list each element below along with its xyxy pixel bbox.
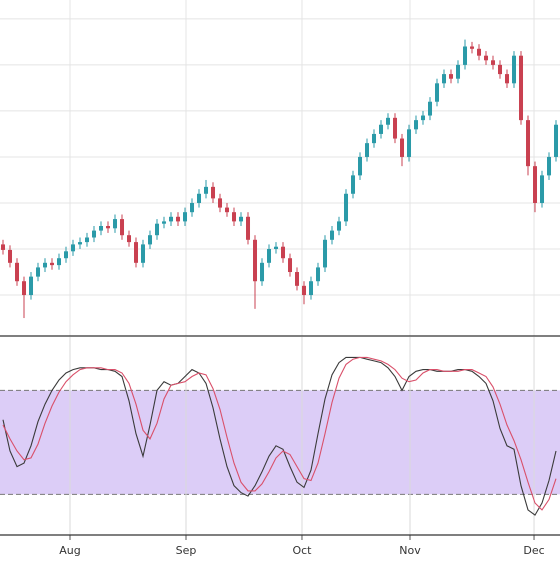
candle-body	[491, 60, 496, 65]
candle-body	[260, 262, 265, 282]
candle-body	[71, 244, 76, 252]
candle-body	[316, 267, 321, 282]
candle-body	[225, 207, 230, 213]
candle-body	[330, 230, 335, 240]
x-tick-label: Sep	[176, 544, 197, 557]
candle-body	[477, 48, 482, 56]
candle-body	[57, 258, 62, 266]
candle-body	[127, 235, 132, 243]
candle-body	[519, 55, 524, 121]
candle-body	[386, 117, 391, 125]
candle-body	[414, 120, 419, 130]
candle-body	[540, 175, 545, 203]
candle-body	[435, 83, 440, 102]
candle-body	[526, 120, 531, 167]
candle-body	[505, 74, 510, 84]
candle-body	[351, 175, 356, 194]
candle-body	[64, 251, 69, 259]
candle-body	[1, 244, 6, 250]
candle-body	[267, 249, 272, 263]
candle-body	[50, 262, 55, 266]
candle-body	[162, 221, 167, 224]
candle-body	[148, 235, 153, 245]
candle-body	[78, 242, 83, 245]
candle-body	[169, 216, 174, 222]
candle-body	[302, 285, 307, 296]
candle-body	[547, 156, 552, 176]
candle-body	[309, 281, 314, 296]
candle-body	[15, 262, 20, 282]
candle-body	[379, 124, 384, 134]
candle-body	[365, 143, 370, 157]
candle-body	[393, 117, 398, 139]
candle-body	[554, 124, 559, 157]
candle-body	[92, 230, 97, 238]
candle-body	[232, 212, 237, 222]
candle-body	[533, 166, 538, 203]
x-tick-label: Aug	[59, 544, 80, 557]
candle-body	[274, 246, 279, 250]
candle-body	[442, 74, 447, 84]
candle-body	[400, 138, 405, 157]
candle-body	[421, 115, 426, 121]
candle-body	[449, 74, 454, 79]
candle-body	[295, 272, 300, 286]
candle-body	[246, 216, 251, 240]
candle-body	[43, 262, 48, 268]
candle-body	[407, 129, 412, 157]
candle-body	[36, 267, 41, 277]
candle-body	[155, 223, 160, 236]
candle-body	[113, 219, 118, 229]
candle-body	[134, 242, 139, 263]
candle-body	[218, 198, 223, 208]
oscillator-line	[2, 356, 557, 511]
candle-body	[22, 281, 27, 296]
candle-body	[197, 193, 202, 203]
candle-body	[428, 101, 433, 116]
oscillator-band	[0, 390, 560, 495]
candle-body	[470, 46, 475, 49]
candle-body	[211, 186, 216, 199]
candle-body	[141, 244, 146, 263]
candle-body	[337, 221, 342, 231]
candle-body	[484, 55, 489, 61]
candle-body	[120, 219, 125, 236]
candle-body	[253, 239, 258, 282]
candle-body	[176, 216, 181, 222]
x-tick-label: Oct	[292, 544, 312, 557]
candle-body	[204, 186, 209, 194]
candle-body	[498, 64, 503, 75]
candle-body	[190, 202, 195, 213]
candle-body	[281, 246, 286, 259]
candle-body	[358, 156, 363, 176]
candle-body	[29, 276, 34, 296]
candle-body	[463, 46, 468, 65]
candle-body	[106, 225, 111, 229]
candle-body	[344, 193, 349, 222]
candle-body	[372, 133, 377, 144]
candle-body	[456, 64, 461, 79]
candle-body	[288, 258, 293, 273]
candle-body	[183, 212, 188, 222]
candle-body	[323, 239, 328, 268]
candle-body	[8, 249, 13, 263]
candle-body	[512, 55, 517, 84]
candle-body	[85, 237, 90, 243]
x-tick-label: Dec	[523, 544, 544, 557]
candle-body	[99, 225, 104, 231]
candle-body	[239, 216, 244, 222]
x-tick-label: Nov	[399, 544, 421, 557]
